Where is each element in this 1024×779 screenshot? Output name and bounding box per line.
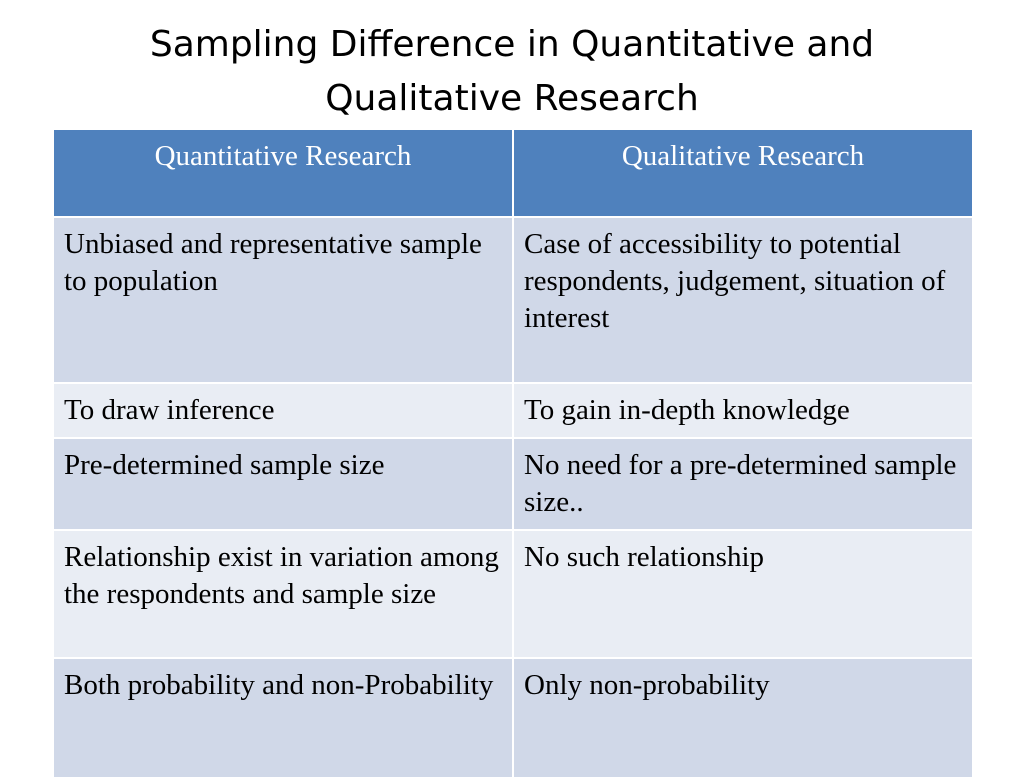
cell-quantitative: Relationship exist in variation among th… [52,529,514,659]
table-row: Relationship exist in variation among th… [52,529,974,659]
table-row: Unbiased and representative sample to po… [52,216,974,384]
cell-qualitative: No such relationship [512,529,974,659]
header-qualitative: Qualitative Research [512,128,974,218]
cell-quantitative: Pre-determined sample size [52,437,514,531]
cell-qualitative: Only non-probability [512,657,974,779]
table-row: To draw inference To gain in-depth knowl… [52,382,974,439]
table-row: Both probability and non-Probability Onl… [52,657,974,779]
slide-title: Sampling Difference in Quantitative and … [0,18,1024,126]
cell-quantitative: Both probability and non-Probability [52,657,514,779]
cell-qualitative: Case of accessibility to potential respo… [512,216,974,384]
header-quantitative: Quantitative Research [52,128,514,218]
cell-quantitative: Unbiased and representative sample to po… [52,216,514,384]
table-header-row: Quantitative Research Qualitative Resear… [52,128,974,218]
table-row: Pre-determined sample size No need for a… [52,437,974,531]
cell-qualitative: No need for a pre-determined sample size… [512,437,974,531]
cell-qualitative: To gain in-depth knowledge [512,382,974,439]
cell-quantitative: To draw inference [52,382,514,439]
slide-title-line-1: Sampling Difference in Quantitative and [149,24,875,65]
comparison-table: Quantitative Research Qualitative Resear… [52,128,974,779]
slide-title-line-2: Qualitative Research [325,78,699,119]
